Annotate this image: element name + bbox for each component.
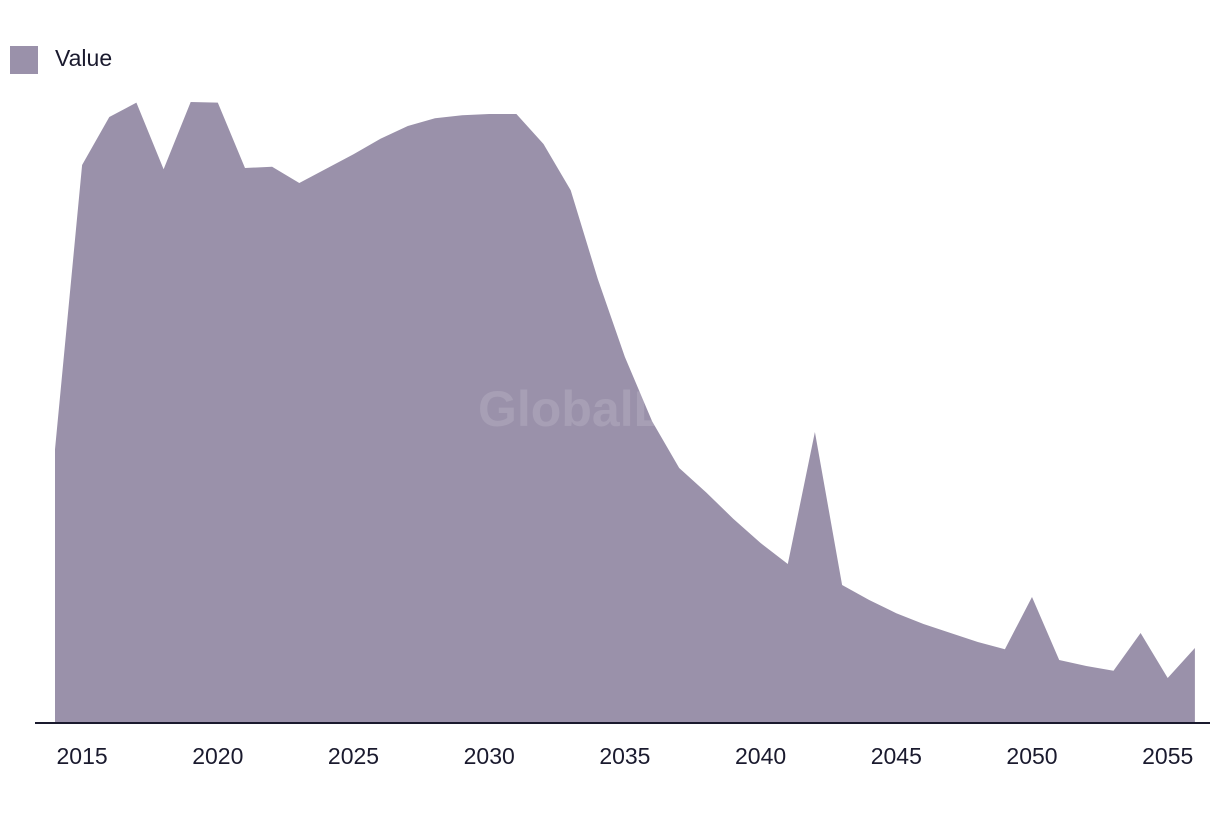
legend: Value bbox=[10, 45, 112, 74]
x-tick-label-2055: 2055 bbox=[1142, 743, 1193, 769]
watermark-text: GlobalData bbox=[478, 381, 743, 437]
legend-swatch-value bbox=[10, 46, 38, 74]
x-tick-label-2030: 2030 bbox=[464, 743, 515, 769]
x-tick-label-2015: 2015 bbox=[57, 743, 108, 769]
x-tick-label-2035: 2035 bbox=[599, 743, 650, 769]
x-tick-label-2050: 2050 bbox=[1006, 743, 1057, 769]
x-tick-label-2045: 2045 bbox=[871, 743, 922, 769]
plot-area: GlobalData bbox=[35, 102, 1210, 724]
legend-label-value: Value bbox=[55, 45, 112, 71]
x-tick-label-2020: 2020 bbox=[192, 743, 243, 769]
x-tick-label-2040: 2040 bbox=[735, 743, 786, 769]
x-axis-ticks: 2015 2020 2025 2030 2035 2040 2045 2050 2055 bbox=[57, 743, 1194, 769]
area-series-value bbox=[55, 102, 1195, 723]
x-tick-label-2025: 2025 bbox=[328, 743, 379, 769]
